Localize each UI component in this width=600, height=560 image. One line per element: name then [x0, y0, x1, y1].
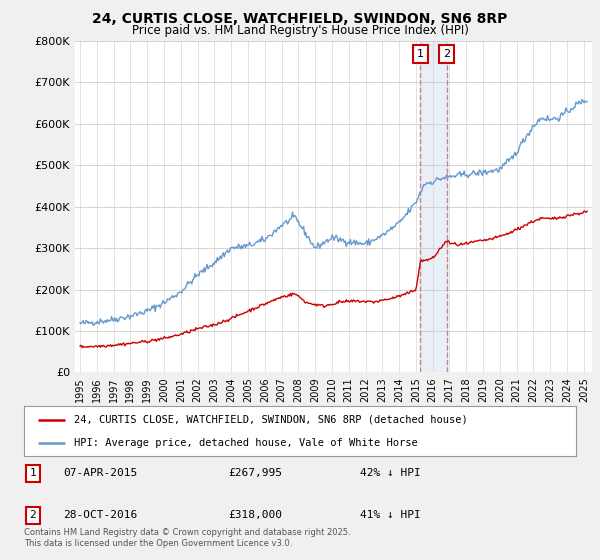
Text: 28-OCT-2016: 28-OCT-2016 — [63, 510, 137, 520]
Text: Price paid vs. HM Land Registry's House Price Index (HPI): Price paid vs. HM Land Registry's House … — [131, 24, 469, 37]
Text: 24, CURTIS CLOSE, WATCHFIELD, SWINDON, SN6 8RP (detached house): 24, CURTIS CLOSE, WATCHFIELD, SWINDON, S… — [74, 414, 467, 424]
Text: 24, CURTIS CLOSE, WATCHFIELD, SWINDON, SN6 8RP: 24, CURTIS CLOSE, WATCHFIELD, SWINDON, S… — [92, 12, 508, 26]
Text: 07-APR-2015: 07-APR-2015 — [63, 468, 137, 478]
Text: 1: 1 — [29, 468, 37, 478]
Text: 41% ↓ HPI: 41% ↓ HPI — [360, 510, 421, 520]
Text: 42% ↓ HPI: 42% ↓ HPI — [360, 468, 421, 478]
Text: Contains HM Land Registry data © Crown copyright and database right 2025.
This d: Contains HM Land Registry data © Crown c… — [24, 528, 350, 548]
Text: 1: 1 — [417, 49, 424, 59]
Text: 2: 2 — [443, 49, 450, 59]
Bar — [421, 41, 446, 372]
Text: £267,995: £267,995 — [228, 468, 282, 478]
Text: 2: 2 — [29, 510, 37, 520]
Text: HPI: Average price, detached house, Vale of White Horse: HPI: Average price, detached house, Vale… — [74, 438, 418, 448]
Text: £318,000: £318,000 — [228, 510, 282, 520]
